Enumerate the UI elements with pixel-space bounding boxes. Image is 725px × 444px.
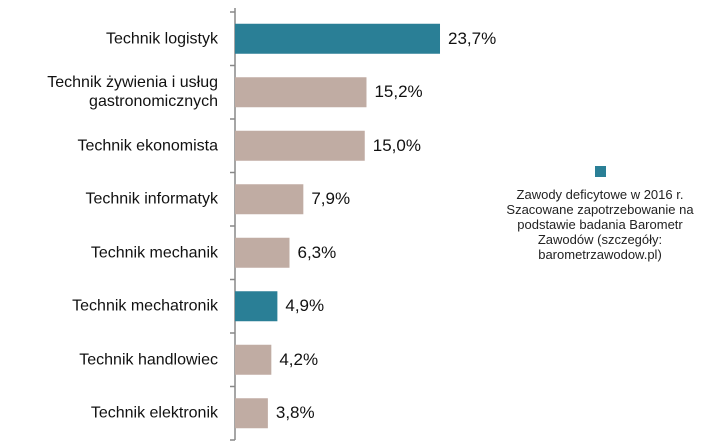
category-label: Technik mechatronik xyxy=(72,297,218,315)
value-label: 7,9% xyxy=(311,189,351,209)
bar xyxy=(235,23,441,54)
annotation: Szacowane zapotrzebowanie na podstawie b… xyxy=(506,202,694,262)
value-label: 4,2% xyxy=(279,349,319,369)
category-label: Technik mechanik xyxy=(90,244,218,262)
value-label: 6,3% xyxy=(297,242,337,262)
category-label: Technik informatyk xyxy=(85,190,219,208)
legend: Zawody deficytowe w 2016 r. Szacowane za… xyxy=(500,166,700,262)
category-label: Technik żywienia i usług gastronomicznyc… xyxy=(47,74,218,111)
bar xyxy=(235,237,290,268)
category-label: Technik elektronik xyxy=(90,404,218,422)
bar xyxy=(235,291,278,322)
legend-swatch xyxy=(594,166,606,177)
value-label: 23,7% xyxy=(448,28,497,48)
value-label: 4,9% xyxy=(285,296,325,316)
bar xyxy=(235,77,367,108)
bar xyxy=(235,130,365,161)
bar xyxy=(235,398,268,429)
bar xyxy=(235,184,304,215)
category-label: Technik handlowiec xyxy=(79,351,218,369)
value-label: 15,0% xyxy=(372,135,421,155)
value-label: 15,2% xyxy=(374,82,423,102)
bar xyxy=(235,344,272,375)
category-label: Technik ekonomista xyxy=(77,137,218,155)
legend-label: Zawody deficytowe w 2016 r. xyxy=(516,187,684,202)
value-label: 3,8% xyxy=(275,403,315,423)
category-label: Technik logistyk xyxy=(105,30,218,48)
